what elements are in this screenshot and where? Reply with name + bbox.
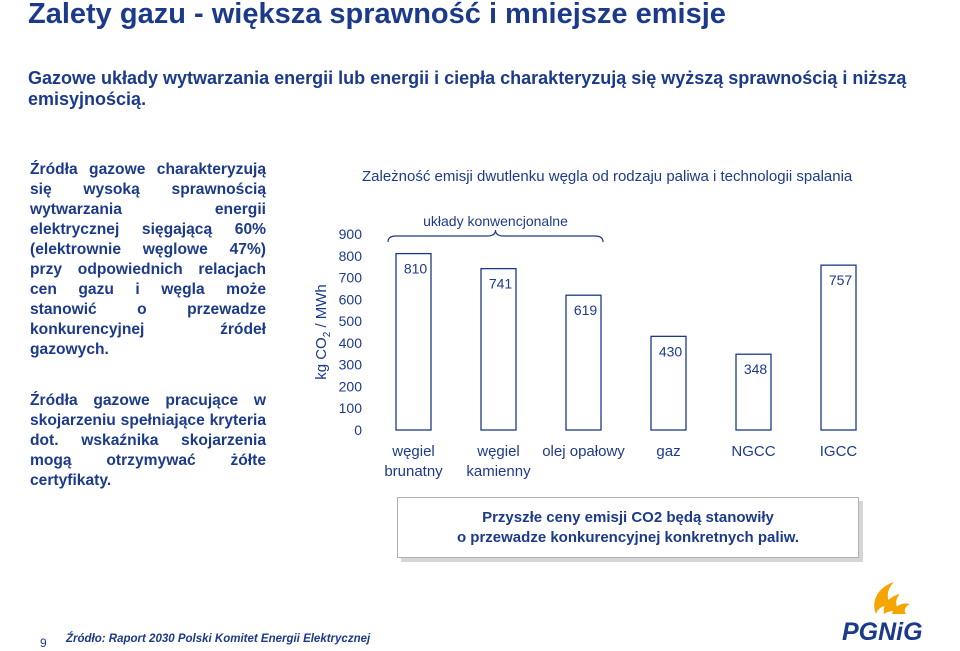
future-emission-prices-box: Przyszłe ceny emisji CO2 będą stanowiły … [397,497,859,558]
source-note: Źródło: Raport 2030 Polski Komitet Energ… [66,633,371,645]
bar [565,294,602,431]
x-category-label: brunatny [384,463,443,480]
x-category-label: kamienny [466,463,531,480]
y-tick-label: 700 [339,270,363,286]
conventional-systems-annotation: układy konwencjonalne [423,213,568,229]
y-axis-title: kg CO2 / MWh [313,284,333,380]
bar [650,335,687,431]
chart-title: Zależność emisji dwutlenku węgla od rodz… [362,168,853,185]
flame-icon [874,582,910,614]
info-box-line-1: Przyszłe ceny emisji CO2 będą stanowiły [482,508,774,526]
y-tick-label: 500 [339,313,363,329]
x-category-label: węgiel [476,443,520,460]
bar [820,264,857,431]
y-tick-label: 300 [339,357,363,373]
y-tick-label: 100 [339,400,363,416]
cogeneration-paragraph: Źródła gazowe pracujące w skojarzeniu sp… [30,392,266,489]
bar [480,267,517,431]
slide-subtitle: Gazowe układy wytwarzania energii lub en… [28,68,907,109]
bar-value-label: 619 [574,302,598,318]
y-tick-label: 900 [339,226,363,242]
y-tick-label: 400 [339,335,363,351]
y-tick-label: 800 [339,248,363,264]
y-tick-label: 0 [354,422,362,438]
conventional-systems-brace [387,229,604,243]
bar-value-label: 741 [489,276,513,292]
gas-efficiency-paragraph: Źródła gazowe charakteryzują się wysoką … [30,161,266,358]
slide-title: Zalety gazu - większa sprawność i mniejs… [28,0,726,30]
x-category-label: NGCC [731,443,775,460]
page-number: 9 [40,636,47,650]
pgnig-logo-text: PGNiG [842,618,923,646]
x-category-label: gaz [656,443,680,460]
bar-value-label: 348 [744,361,768,377]
y-tick-label: 600 [339,291,363,307]
bar-value-label: 810 [404,261,428,277]
x-category-label: olej opałowy [542,443,625,460]
info-box-line-2: o przewadze konkurencyjnej konkretnych p… [456,528,800,546]
x-category-label: IGCC [820,443,858,460]
bar [395,252,432,431]
emissions-bar-chart: 0 100 200 300 400 500 600 700 800 900 810 741 619 43… [313,213,858,480]
pgnig-logo: PGNiG [842,582,923,646]
bar-value-label: 757 [829,272,853,288]
x-category-label: węgiel [391,443,435,460]
y-tick-label: 200 [339,378,363,394]
bar [735,353,772,431]
bar-value-label: 430 [659,343,683,359]
